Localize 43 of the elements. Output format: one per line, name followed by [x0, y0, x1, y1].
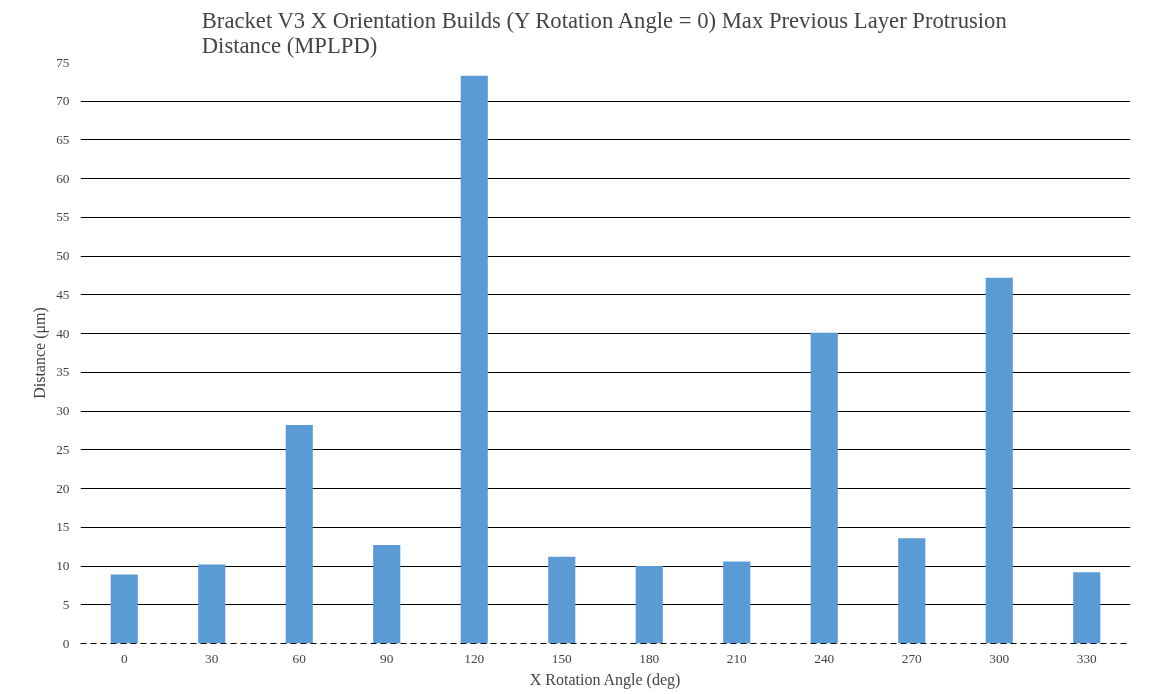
bar [985, 277, 1013, 644]
y-tick-label: 15 [56, 519, 70, 535]
bar [1073, 572, 1101, 644]
y-tick-label: 50 [56, 248, 70, 264]
x-tick-label: 210 [726, 650, 748, 666]
x-tick-label: 180 [639, 650, 660, 666]
y-tick-label: 0 [62, 635, 70, 651]
x-tick-label: 30 [205, 650, 219, 666]
bar [373, 545, 401, 644]
x-tick-label: 90 [380, 650, 394, 666]
x-tick-label: 330 [1076, 650, 1098, 666]
x-tick-label: 300 [989, 650, 1010, 666]
bar [198, 564, 226, 644]
y-tick-label: 10 [56, 558, 70, 574]
bar [548, 556, 576, 644]
x-axis-title: X Rotation Angle (deg) [529, 670, 681, 689]
y-tick-label: 40 [56, 325, 70, 341]
y-tick-label: 45 [56, 286, 70, 302]
y-tick-label: 55 [56, 209, 70, 225]
y-tick-label: 20 [56, 480, 70, 496]
y-tick-label: 60 [56, 170, 70, 186]
chart-title: Bracket V3 X Orientation Builds (Y Rotation Angle = 0) Max Previous Layer Protrusion Distance (MPLPD) [201, 7, 1007, 58]
y-axis-title: Distance (μm) [31, 307, 50, 399]
y-tick-label: 30 [56, 403, 70, 419]
bar [898, 538, 926, 644]
y-tick-label: 5 [62, 596, 70, 612]
bar [460, 75, 488, 644]
bar [110, 574, 138, 644]
y-tick-label: 35 [56, 364, 70, 380]
x-tick-label: 120 [464, 650, 485, 666]
bar [635, 566, 663, 644]
bar [810, 332, 838, 644]
y-tick-label: 25 [56, 441, 70, 457]
y-tick-label: 70 [56, 93, 70, 109]
x-tick-label: 240 [814, 650, 835, 666]
bar [285, 425, 313, 644]
x-tick-label: 150 [551, 650, 573, 666]
y-tick-label: 75 [56, 54, 70, 70]
y-tick-label: 65 [56, 131, 70, 147]
bar [723, 561, 751, 644]
x-tick-label: 270 [901, 650, 923, 666]
x-tick-label: 0 [120, 650, 128, 666]
x-tick-label: 60 [292, 650, 307, 666]
